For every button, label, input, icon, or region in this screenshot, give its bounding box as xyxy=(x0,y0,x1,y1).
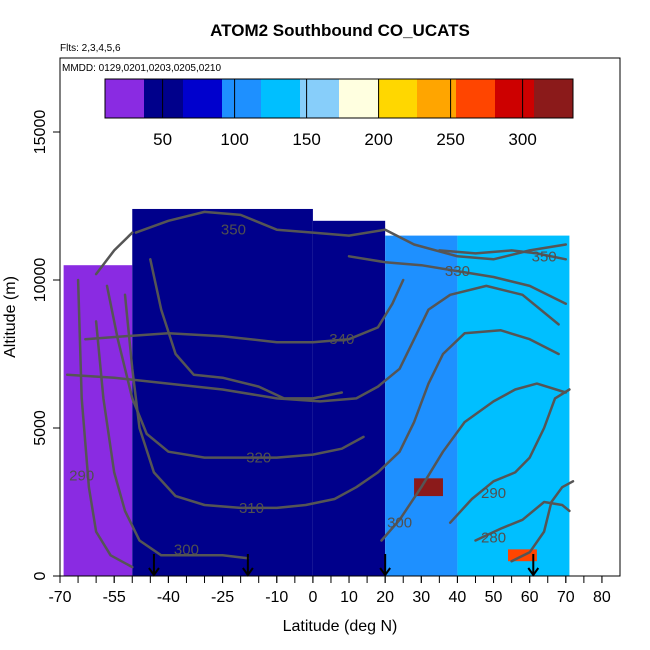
x-tick-label: 0 xyxy=(308,589,317,606)
x-tick-label: 20 xyxy=(376,589,394,606)
y-axis-label: Altitude (m) xyxy=(2,276,19,358)
profile-markers xyxy=(148,554,540,577)
colorbar-tick-label-4: 250 xyxy=(436,130,464,149)
x-tick-label: -70 xyxy=(48,589,71,606)
contour-line-12 xyxy=(510,480,575,563)
contour-line-10 xyxy=(448,388,571,524)
contour-line-0 xyxy=(134,210,568,261)
contour-lines: 350 350 330 340 320 310 300 300 290 290 280 xyxy=(65,210,575,569)
x-tick-label: 50 xyxy=(485,589,503,606)
y-tick-label: 0 xyxy=(32,571,49,580)
contour-line-14 xyxy=(149,258,344,400)
colorbar-swatch-1 xyxy=(144,79,184,118)
contour-label-11: 280 xyxy=(481,530,506,547)
colorbar: 50 100 150 200 250 300 xyxy=(104,78,574,149)
colorbar-tick-label-2: 150 xyxy=(292,130,320,149)
contour-line-3 xyxy=(84,278,405,344)
x-axis-label: Latitude (deg N) xyxy=(283,618,398,635)
y-tick-label: 5000 xyxy=(32,410,49,446)
colorbar-swatch-7 xyxy=(378,79,418,118)
x-axis: -70 -55 -40 -25 -10 0 10 20 30 40 50 60 70 80 xyxy=(48,576,611,606)
colorbar-tick-label-5: 300 xyxy=(508,130,536,149)
contour-line-5 xyxy=(105,284,365,459)
contour-line-7 xyxy=(94,320,250,560)
profile-marker-0 xyxy=(148,554,160,577)
contour-label-9: 290 xyxy=(69,467,94,484)
contour-label-8: 300 xyxy=(387,515,412,532)
colorbar-swatch-5 xyxy=(300,79,340,118)
colorbar-frame xyxy=(104,78,574,119)
contour-label-1: 350 xyxy=(532,248,557,265)
x-tick-label: 30 xyxy=(412,589,430,606)
x-tick-label: -10 xyxy=(265,589,288,606)
colorbar-tick-label-1: 100 xyxy=(220,130,248,149)
contour-line-11 xyxy=(474,500,571,542)
profile-marker-1 xyxy=(242,554,254,577)
x-tick-label: -40 xyxy=(157,589,180,606)
x-tick-label: 40 xyxy=(449,589,467,606)
contour-label-3: 340 xyxy=(329,331,354,348)
colorbar-swatch-3 xyxy=(222,79,262,118)
contour-label-6: 310 xyxy=(239,500,264,517)
y-tick-label: 10000 xyxy=(32,258,49,303)
dates-note: MMDD: 0129,0201,0203,0205,0210 xyxy=(62,63,221,74)
colorbar-swatch-4 xyxy=(261,79,301,118)
contour-line-13 xyxy=(94,231,134,276)
contour-line-4 xyxy=(65,284,560,403)
contour-label-7: 300 xyxy=(174,541,199,558)
contour-line-2 xyxy=(347,255,568,305)
field-cell-1 xyxy=(132,208,313,576)
colorbar-tick-label-3: 200 xyxy=(364,130,392,149)
x-tick-label: 10 xyxy=(340,589,358,606)
contour-label-0: 350 xyxy=(221,222,246,239)
flights-note: Flts: 2,3,4,5,6 xyxy=(60,43,121,54)
y-axis: 0 5000 10000 15000 xyxy=(32,110,60,580)
x-tick-label: 60 xyxy=(521,589,539,606)
colorbar-tick-label-0: 50 xyxy=(153,130,172,149)
colorbar-swatch-0 xyxy=(105,79,145,118)
colorbar-swatch-9 xyxy=(456,79,496,118)
profile-marker-3 xyxy=(527,554,540,577)
x-tick-label: -55 xyxy=(103,589,126,606)
contour-label-2: 330 xyxy=(445,263,470,280)
chart-title: ATOM2 Southbound CO_UCATS xyxy=(210,21,470,40)
field-cell-0 xyxy=(63,265,133,576)
x-tick-label: -25 xyxy=(211,589,234,606)
colorbar-swatch-10 xyxy=(495,79,535,118)
colorbar-swatch-6 xyxy=(339,79,379,118)
colorbar-swatch-2 xyxy=(183,79,223,118)
contour-line-1 xyxy=(438,249,568,261)
field-cell-5 xyxy=(414,478,443,497)
contour-label-10: 290 xyxy=(481,485,506,502)
x-tick-label: 70 xyxy=(557,589,575,606)
contour-line-9 xyxy=(76,278,134,569)
contour-line-8 xyxy=(380,382,568,542)
profile-marker-2 xyxy=(379,554,391,577)
colorbar-swatch-8 xyxy=(417,79,457,118)
contour-line-6 xyxy=(123,293,560,510)
contour-label-5: 320 xyxy=(246,450,271,467)
x-tick-label: 80 xyxy=(593,589,611,606)
plot-area: 350 350 330 340 320 310 300 300 290 290 280 xyxy=(63,208,575,577)
y-tick-label: 15000 xyxy=(32,110,49,155)
plot-frame xyxy=(59,57,621,577)
colorbar-swatch-11 xyxy=(534,79,574,118)
heatmap-field xyxy=(63,208,570,576)
